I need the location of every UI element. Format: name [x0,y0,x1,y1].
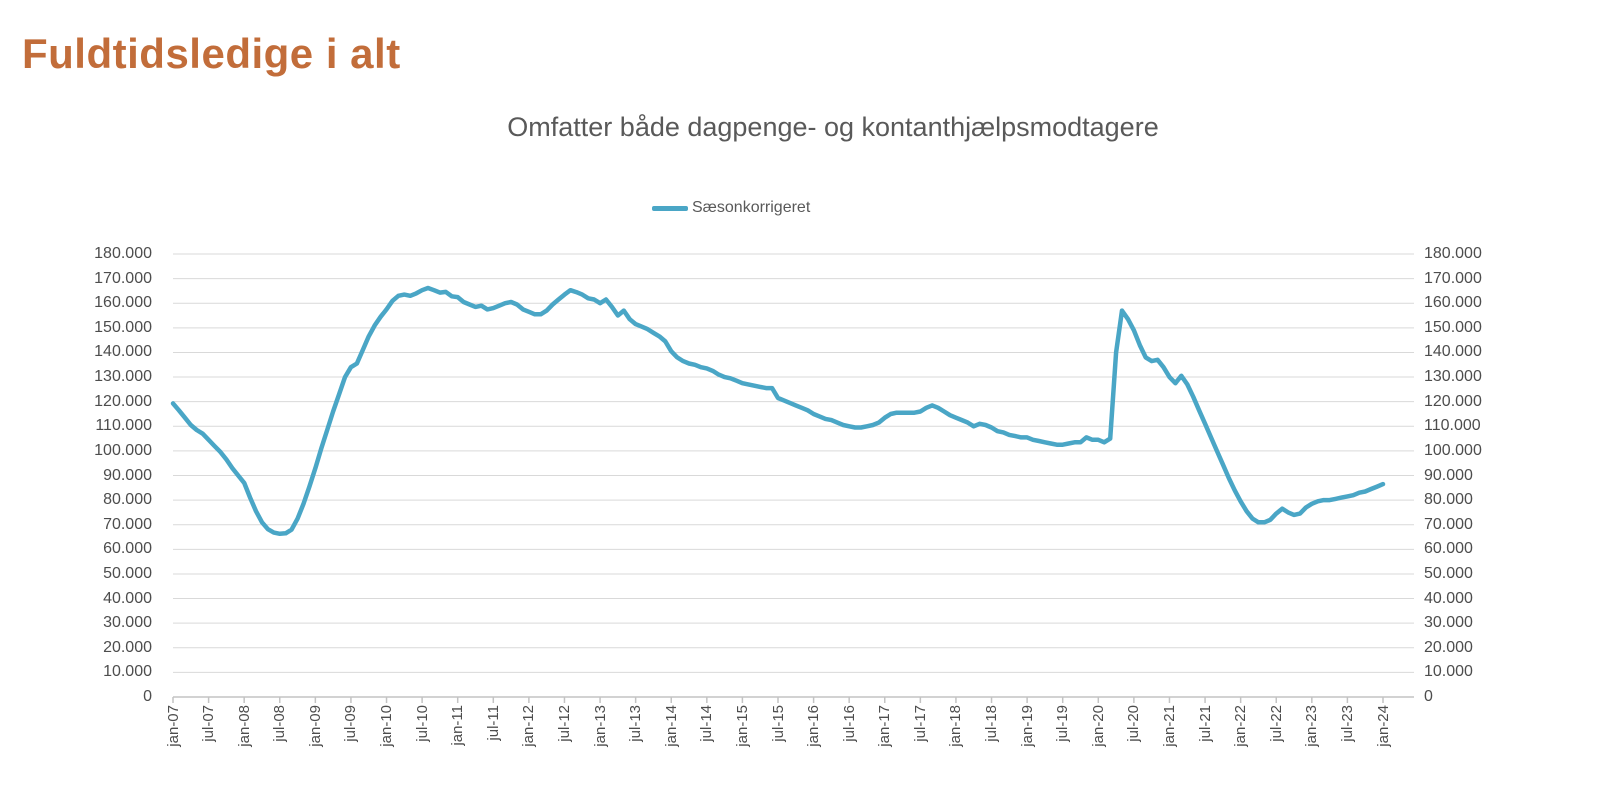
y-tick-label-left: 20.000 [103,638,152,656]
x-tick-label: jul-14 [698,705,716,742]
legend-line-swatch [652,205,688,211]
x-tick-label: jul-09 [342,705,360,742]
y-tick-label-left: 90.000 [103,466,152,484]
y-tick-label-left: 120.000 [94,392,152,410]
y-tick-label-left: 0 [143,688,152,705]
y-tick-label-right: 130.000 [1424,368,1482,386]
x-tick-label: jan-22 [1232,705,1250,747]
x-tick-label: jan-11 [449,705,467,746]
x-tick-label: jan-14 [662,705,680,747]
y-tick-label-left: 140.000 [94,343,152,361]
x-tick-label: jan-20 [1089,705,1107,747]
x-tick-label: jan-09 [306,705,324,747]
y-tick-label-right: 160.000 [1424,294,1482,312]
x-tick-label: jan-17 [876,705,894,747]
y-tick-label-right: 10.000 [1424,663,1473,681]
y-tick-label-right: 120.000 [1424,392,1482,410]
x-tick-label: jul-17 [911,705,929,742]
y-tick-label-right: 140.000 [1424,343,1482,361]
y-tick-label-left: 10.000 [103,663,152,681]
x-tick-label: jan-24 [1374,705,1392,747]
y-tick-label-right: 100.000 [1424,441,1482,459]
y-tick-label-left: 30.000 [103,614,152,632]
y-tick-label-right: 0 [1424,688,1433,705]
x-tick-label: jul-18 [983,705,1001,742]
x-tick-label: jul-21 [1196,705,1214,742]
x-tick-label: jan-19 [1018,705,1036,747]
x-tick-label: jul-16 [840,705,858,742]
x-tick-label: jan-12 [520,705,538,747]
y-tick-label-left: 60.000 [103,540,152,558]
x-tick-label: jul-15 [769,705,787,742]
y-tick-label-right: 110.000 [1424,417,1481,435]
page-title: Fuldtidsledige i alt [22,30,401,77]
y-tick-label-right: 50.000 [1424,564,1473,582]
y-tick-label-right: 60.000 [1424,540,1473,558]
x-tick-label: jul-22 [1267,705,1285,742]
legend-label: Sæsonkorrigeret [692,199,811,216]
x-tick-label: jul-11 [484,705,502,741]
x-tick-label: jan-15 [733,705,751,747]
x-tick-label: jan-07 [164,705,182,747]
y-tick-label-right: 180.000 [1424,245,1482,262]
x-tick-label: jan-21 [1160,705,1178,747]
x-tick-label: jul-20 [1125,705,1143,742]
data-line-saesonkorrigeret [170,285,1386,537]
x-tick-label: jul-23 [1338,705,1356,742]
y-tick-label-left: 70.000 [103,515,152,533]
x-tick-label: jul-07 [200,705,218,742]
y-tick-label-left: 110.000 [95,417,152,435]
y-tick-label-left: 160.000 [94,294,152,312]
y-tick-label-left: 40.000 [103,589,152,607]
x-tick-label: jan-23 [1303,705,1321,747]
y-tick-label-right: 70.000 [1424,515,1473,533]
x-tick-label: jan-16 [805,705,823,747]
x-tick-label: jan-18 [947,705,965,747]
x-tick-label: jul-10 [413,705,431,742]
y-tick-label-left: 80.000 [103,491,152,509]
y-tick-label-right: 20.000 [1424,638,1473,656]
y-tick-label-right: 90.000 [1424,466,1473,484]
x-tick-label: jul-13 [627,705,645,742]
y-tick-label-left: 100.000 [94,441,152,459]
x-tick-label: jul-08 [271,705,289,742]
chart-subtitle: Omfatter både dagpenge- og kontanthjælps… [507,112,1159,142]
y-tick-label-left: 150.000 [94,318,152,336]
legend: Sæsonkorrigeret [652,199,810,217]
y-tick-label-right: 80.000 [1424,491,1473,509]
x-tick-label: jan-13 [591,705,609,747]
x-tick-label: jan-10 [378,705,396,747]
x-tick-label: jul-12 [555,705,573,742]
y-tick-label-left: 50.000 [103,564,152,582]
y-tick-label-right: 30.000 [1424,614,1473,632]
y-tick-label-left: 130.000 [94,368,152,386]
y-tick-label-right: 170.000 [1424,269,1482,287]
x-tick-label: jan-08 [235,705,253,747]
y-tick-label-right: 150.000 [1424,318,1482,336]
x-tick-label: jul-19 [1054,705,1072,742]
y-tick-label-right: 40.000 [1424,589,1473,607]
y-tick-label-left: 170.000 [94,269,152,287]
y-tick-label-left: 180.000 [94,245,152,262]
